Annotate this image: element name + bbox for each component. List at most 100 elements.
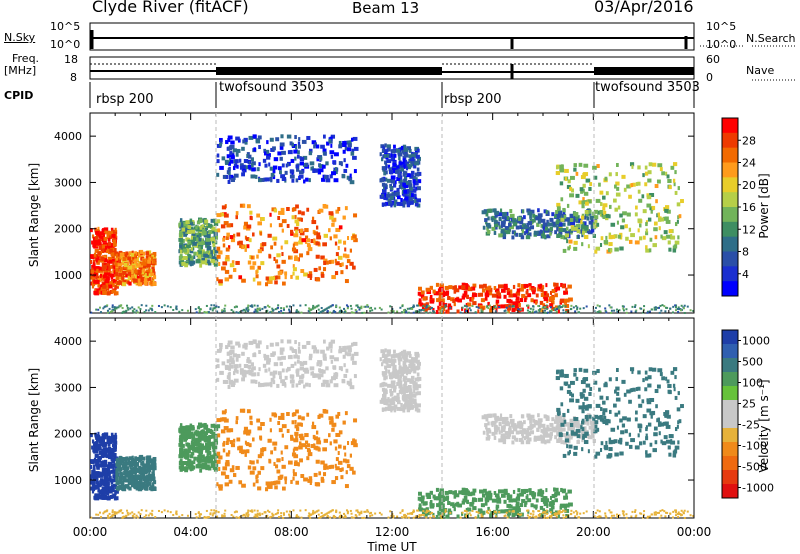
power-cell (570, 221, 576, 226)
velocity-cell (602, 408, 608, 413)
velocity-cell (403, 383, 407, 388)
power-cell (543, 209, 547, 214)
power-cell (432, 307, 435, 312)
power-cell (279, 170, 282, 175)
velocity-cell (207, 446, 212, 451)
velocity-cell (200, 450, 203, 455)
power-cell (572, 306, 575, 309)
velocity-cell (541, 439, 547, 444)
velocity-cell (484, 423, 488, 428)
power-cell (315, 254, 320, 259)
velocity-cell (96, 444, 101, 449)
velocity-cell (229, 468, 235, 473)
power-cell (530, 218, 536, 223)
power-cell (596, 304, 599, 307)
velocity-cell (379, 357, 382, 362)
velocity-cell (216, 377, 220, 382)
velocity-cell (528, 488, 532, 493)
power-cell (99, 311, 102, 314)
velocity-cell (93, 457, 97, 462)
power-cell (187, 225, 192, 230)
power-cell (551, 289, 556, 294)
velocity-cell (383, 358, 387, 363)
power-cell (142, 268, 146, 273)
velocity-cell (385, 369, 388, 374)
velocity-cell (338, 366, 343, 371)
power-cell (415, 181, 419, 186)
velocity-cell (575, 398, 580, 403)
power-cell (322, 309, 325, 312)
velocity-cell (498, 438, 503, 443)
power-cell (232, 148, 237, 153)
power-cell (444, 304, 447, 307)
power-cell (498, 305, 501, 308)
power-cell (216, 172, 220, 177)
power-cell (281, 252, 284, 257)
velocity-cell (259, 436, 263, 441)
velocity-cell (555, 415, 559, 420)
velocity-cell (390, 398, 395, 403)
velocity-cell (391, 371, 396, 376)
velocity-cell (523, 436, 527, 441)
velocity-cell (539, 434, 543, 439)
power-cell (305, 162, 309, 167)
power-cell (268, 279, 273, 284)
power-cell (294, 156, 297, 161)
velocity-cell (276, 383, 280, 388)
power-cell (298, 174, 304, 179)
velocity-cell (384, 397, 387, 402)
velocity-cell (593, 422, 598, 427)
power-cell (258, 307, 261, 310)
velocity-cell (231, 465, 235, 470)
power-cell (224, 159, 229, 164)
power-cell (484, 296, 488, 301)
velocity-cell (662, 421, 667, 426)
power-cell (265, 177, 270, 182)
velocity-cell (122, 461, 127, 466)
power-cell (300, 217, 303, 222)
power-cell (91, 274, 96, 279)
power-cell (342, 215, 346, 220)
power-cell (293, 233, 299, 238)
power-cell (411, 307, 414, 310)
velocity-cell (290, 434, 294, 439)
power-cell (622, 211, 627, 216)
velocity-cell (335, 457, 339, 462)
velocity-cell (338, 430, 343, 435)
power-cell (308, 271, 313, 276)
velocity-cell (381, 407, 387, 412)
velocity-cell (252, 482, 256, 487)
power-cell (571, 226, 576, 231)
power-cell (294, 226, 299, 231)
velocity-cell (470, 491, 476, 496)
power-cell (414, 310, 417, 313)
velocity-cell (412, 393, 417, 398)
power-cell (650, 209, 653, 214)
power-cell (563, 214, 567, 219)
velocity-cell (565, 513, 570, 518)
velocity-cell (407, 384, 412, 389)
velocity-cell (286, 339, 292, 344)
velocity-cell (518, 421, 522, 426)
velocity-cell (524, 503, 527, 508)
power-cell (472, 301, 477, 306)
velocity-cell (518, 437, 523, 442)
velocity-cell (291, 383, 295, 388)
power-cell (404, 180, 409, 185)
velocity-cell (345, 470, 348, 475)
velocity-cell (106, 439, 109, 444)
velocity-cell (241, 372, 246, 377)
power-cell (635, 205, 638, 210)
power-cell (255, 274, 259, 279)
power-cell (429, 299, 435, 304)
velocity-cell (323, 465, 327, 470)
power-cell (245, 308, 248, 311)
velocity-cell (523, 429, 528, 434)
power-cell (435, 309, 439, 314)
power-cell (258, 145, 261, 150)
power-cell (531, 287, 536, 292)
power-cell (344, 279, 349, 284)
power-cell (481, 210, 487, 215)
power-cell (409, 197, 413, 202)
power-cell (414, 161, 419, 166)
